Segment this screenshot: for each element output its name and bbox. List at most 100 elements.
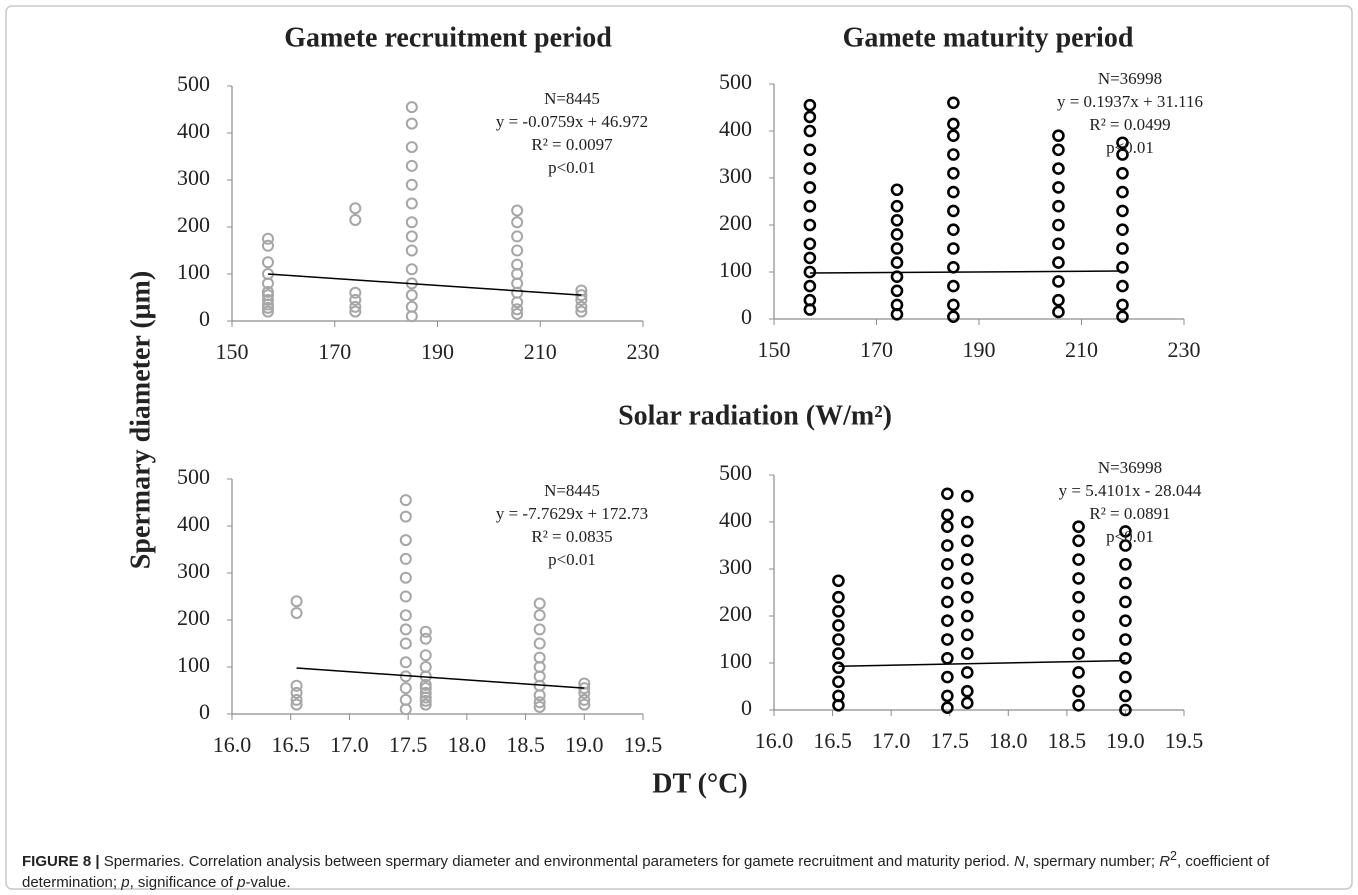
data-point: [947, 129, 960, 142]
data-point: [1119, 633, 1132, 646]
y-tick-label: 0: [741, 695, 752, 720]
data-point: [947, 223, 960, 236]
x-tick-label: 18.0: [448, 732, 487, 757]
data-point: [290, 606, 303, 619]
y-tick-label: 300: [177, 165, 210, 190]
data-point: [405, 289, 418, 302]
x-tick-label: 190: [421, 339, 454, 364]
data-point: [533, 597, 546, 610]
data-point: [399, 590, 412, 603]
data-point: [419, 698, 432, 711]
data-point: [405, 117, 418, 130]
x-tick-label: 19.0: [1106, 728, 1145, 753]
data-point: [803, 293, 817, 307]
data-point: [349, 300, 362, 313]
trend-line: [267, 273, 582, 296]
data-point: [405, 230, 418, 243]
annotation: p<0.01: [548, 550, 596, 569]
data-point: [803, 251, 817, 265]
annotation: R² = 0.0891: [1089, 504, 1170, 523]
data-point: [947, 167, 960, 180]
data-point: [1052, 237, 1065, 251]
y-tick-label: 500: [177, 71, 210, 96]
data-point: [941, 520, 954, 534]
y-tick-label: 500: [177, 464, 210, 489]
annotation: y = 0.1937x + 31.116: [1057, 92, 1203, 111]
data-point: [399, 534, 412, 547]
data-point: [511, 258, 524, 271]
y-tick-label: 200: [719, 601, 752, 626]
data-point: [941, 557, 954, 571]
data-point: [960, 553, 974, 566]
data-point: [1052, 143, 1065, 157]
annotation: N=8445: [544, 89, 600, 108]
data-point: [533, 696, 546, 709]
data-point: [399, 637, 412, 650]
y-tick-label: 500: [719, 69, 752, 94]
data-point: [533, 609, 546, 622]
chart-title: Gamete maturity period: [843, 22, 1134, 53]
data-point: [960, 489, 974, 503]
data-point: [1052, 275, 1065, 288]
y-tick-label: 200: [177, 605, 210, 630]
caption-text: , coefficient of determination;: [22, 853, 1270, 891]
annotation: p<0.01: [1106, 527, 1154, 546]
data-point: [947, 260, 960, 274]
data-point: [941, 670, 954, 684]
data-point: [832, 574, 845, 588]
data-point: [1052, 181, 1065, 194]
data-point: [1119, 539, 1132, 552]
data-point: [399, 494, 412, 507]
y-tick-label: 400: [719, 116, 752, 141]
data-point: [803, 143, 817, 157]
data-point: [832, 619, 845, 632]
data-point: [419, 649, 432, 662]
x-tick-label: 150: [758, 337, 791, 362]
data-point: [1052, 129, 1065, 142]
data-point: [941, 614, 954, 628]
data-point: [575, 300, 588, 313]
data-point: [419, 632, 432, 645]
data-point: [1119, 614, 1132, 628]
data-point: [941, 595, 954, 609]
data-point: [349, 202, 362, 215]
chart-title: Gamete recruitment period: [284, 22, 612, 53]
data-point: [890, 298, 904, 312]
data-point: [419, 686, 432, 699]
caption: FIGURE 8 | Spermaries. Correlation analy…: [22, 846, 1338, 893]
y-tick-label: 100: [719, 257, 752, 282]
caption-text: N: [1014, 853, 1025, 870]
data-point: [890, 256, 904, 269]
x-tick-label: 17.5: [389, 732, 428, 757]
data-point: [941, 508, 954, 522]
data-point: [399, 609, 412, 622]
data-point: [803, 237, 817, 251]
data-point: [511, 303, 524, 316]
data-point: [960, 534, 974, 548]
x-tick-label: 210: [524, 339, 557, 364]
data-point: [803, 218, 817, 232]
data-point: [1119, 670, 1132, 684]
data-point: [947, 117, 960, 131]
data-point: [960, 590, 974, 604]
data-point: [890, 284, 904, 298]
data-point: [941, 689, 954, 703]
x-axis-label: Solar radiation (W/m²): [618, 400, 892, 431]
data-point: [1116, 223, 1129, 236]
data-point: [399, 571, 412, 584]
data-point: [947, 242, 960, 255]
data-point: [1116, 279, 1129, 293]
data-point: [832, 661, 845, 675]
data-point: [941, 633, 954, 646]
data-point: [960, 628, 974, 642]
data-point: [1072, 534, 1085, 548]
data-point: [405, 197, 418, 210]
data-point: [405, 244, 418, 257]
data-point: [1119, 576, 1132, 590]
data-point: [511, 230, 524, 243]
data-point: [290, 686, 303, 699]
data-point: [399, 693, 412, 706]
data-point: [1116, 136, 1129, 150]
y-tick-label: 0: [741, 304, 752, 329]
